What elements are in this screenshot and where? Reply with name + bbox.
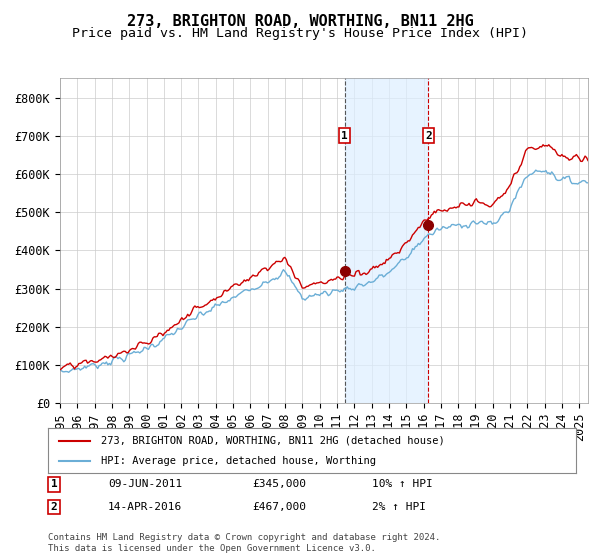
Text: 273, BRIGHTON ROAD, WORTHING, BN11 2HG: 273, BRIGHTON ROAD, WORTHING, BN11 2HG [127, 14, 473, 29]
Text: Price paid vs. HM Land Registry's House Price Index (HPI): Price paid vs. HM Land Registry's House … [72, 27, 528, 40]
Text: 14-APR-2016: 14-APR-2016 [108, 502, 182, 512]
Text: 2: 2 [50, 502, 58, 512]
Text: HPI: Average price, detached house, Worthing: HPI: Average price, detached house, Wort… [101, 456, 376, 466]
Text: 273, BRIGHTON ROAD, WORTHING, BN11 2HG (detached house): 273, BRIGHTON ROAD, WORTHING, BN11 2HG (… [101, 436, 445, 446]
Text: 1: 1 [50, 479, 58, 489]
Bar [344, 78, 428, 403]
Text: £467,000: £467,000 [252, 502, 306, 512]
Text: £345,000: £345,000 [252, 479, 306, 489]
Text: 2% ↑ HPI: 2% ↑ HPI [372, 502, 426, 512]
Text: 1: 1 [341, 130, 348, 141]
Text: 09-JUN-2011: 09-JUN-2011 [108, 479, 182, 489]
Text: Contains HM Land Registry data © Crown copyright and database right 2024.
This d: Contains HM Land Registry data © Crown c… [48, 533, 440, 553]
Text: 2: 2 [425, 130, 432, 141]
Text: 10% ↑ HPI: 10% ↑ HPI [372, 479, 433, 489]
